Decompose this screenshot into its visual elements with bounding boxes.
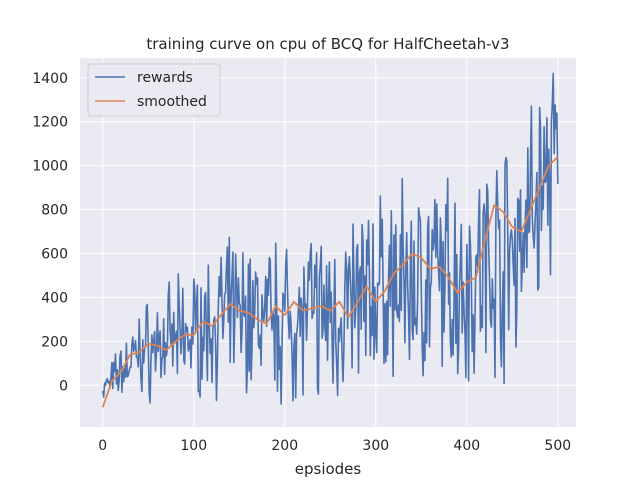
x-axis-label: epsiodes xyxy=(295,460,362,478)
x-tick-label: 500 xyxy=(544,438,571,454)
series-lines xyxy=(101,72,559,408)
y-tick-label: 600 xyxy=(41,246,68,262)
y-tick-label: 0 xyxy=(59,378,68,394)
y-tick-label: 1000 xyxy=(32,159,68,175)
x-tick-label: 300 xyxy=(362,438,389,454)
x-tick-label: 100 xyxy=(180,438,207,454)
x-tick-label: 0 xyxy=(98,438,107,454)
y-tick-label: 400 xyxy=(41,290,68,306)
plot-area xyxy=(80,58,576,427)
tick-labels: 0 100 200 300 400 500 0 200 400 600 800 1000 1200 140… xyxy=(32,71,571,454)
x-tick-label: 200 xyxy=(271,438,298,454)
series-line-smoothed xyxy=(101,156,559,408)
y-tick-label: 800 xyxy=(41,203,68,219)
y-tick-label: 1400 xyxy=(32,71,68,87)
legend-label-rewards: rewards xyxy=(137,70,193,86)
y-tick-label: 200 xyxy=(41,334,68,350)
chart-title: training curve on cpu of BCQ for HalfChe… xyxy=(146,35,509,53)
series-line-rewards xyxy=(102,72,559,405)
y-tick-label: 1200 xyxy=(32,115,68,131)
legend: rewards smoothed xyxy=(87,63,221,117)
x-tick-label: 400 xyxy=(453,438,480,454)
legend-label-smoothed: smoothed xyxy=(137,94,207,110)
